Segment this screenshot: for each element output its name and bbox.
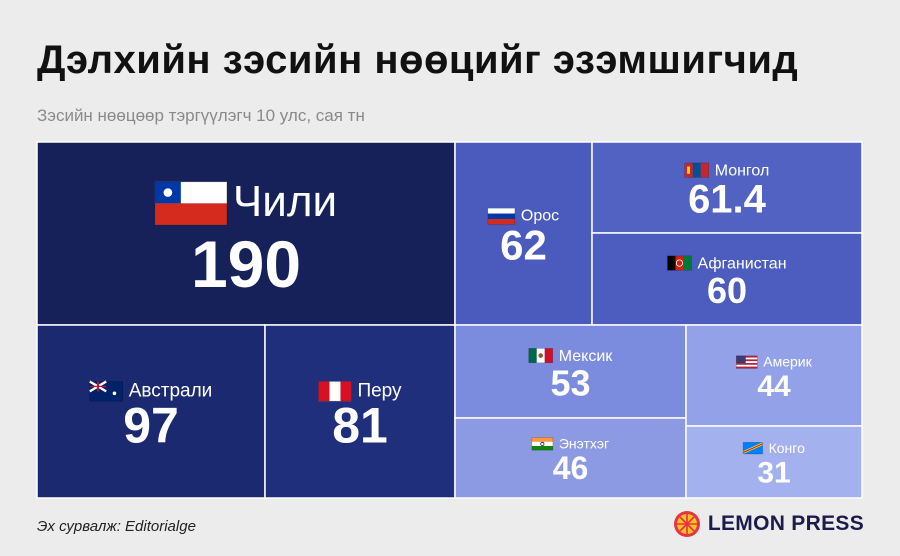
tile-rect: [685, 324, 863, 427]
chart-title: Дэлхийн зэсийн нөөцийг эзэмшигчид: [37, 38, 799, 82]
afghanistan-flag-icon: [667, 255, 692, 271]
mongolia-flag-icon: [684, 162, 709, 178]
brand-name: LEMON PRESS: [707, 512, 864, 535]
tile-rect: [36, 141, 456, 326]
tile-value: 61.4: [688, 178, 767, 222]
tile-value: 46: [553, 450, 589, 486]
peru-flag-icon: [318, 381, 352, 402]
russia-flag-icon: [487, 207, 516, 225]
tile-value: 97: [123, 397, 179, 453]
tile-rect: [264, 324, 456, 499]
chile-flag-icon: [154, 181, 228, 226]
tile-value: 44: [757, 370, 791, 403]
tile-value: 81: [332, 397, 388, 453]
tile-label: Афганистан: [697, 255, 786, 272]
tile-rect: [454, 417, 687, 499]
tile-value: 62: [500, 221, 547, 268]
tile-rect: [454, 324, 687, 419]
tile-label: Перу: [357, 380, 402, 401]
tile-rect: [591, 232, 863, 326]
tile-label: Чили: [233, 177, 337, 226]
mexico-flag-icon: [528, 348, 554, 364]
lemon-logo-icon: [673, 511, 700, 537]
brand-logo[interactable]: LEMON PRESS: [673, 510, 864, 538]
tile-label: Австрали: [129, 380, 213, 401]
tile-label: Америк: [763, 354, 812, 370]
tile-label: Орос: [521, 208, 559, 225]
tile-label: Монгол: [715, 162, 770, 179]
congo-flag-icon: [742, 442, 763, 455]
tile-label: Конго: [769, 440, 805, 456]
tile-label: Мексик: [559, 348, 614, 365]
usa-flag-icon: [735, 355, 758, 369]
tile-rect: [591, 141, 863, 234]
chart-subtitle: Зэсийн нөөцөөр тэргүүлэгч 10 улс, сая тн: [37, 106, 365, 125]
tile-rect: [36, 324, 266, 499]
tile-value: 53: [550, 362, 590, 403]
tile-rect: [685, 425, 863, 499]
india-flag-icon: [531, 437, 554, 451]
tile-value: 60: [707, 270, 747, 311]
tile-label: Энэтхэг: [559, 436, 609, 452]
tile-value: 31: [757, 456, 790, 489]
australia-flag-icon: [89, 380, 124, 402]
source-note: Эх сурвалж: Editorialge: [37, 518, 196, 535]
tile-value: 190: [191, 227, 301, 301]
